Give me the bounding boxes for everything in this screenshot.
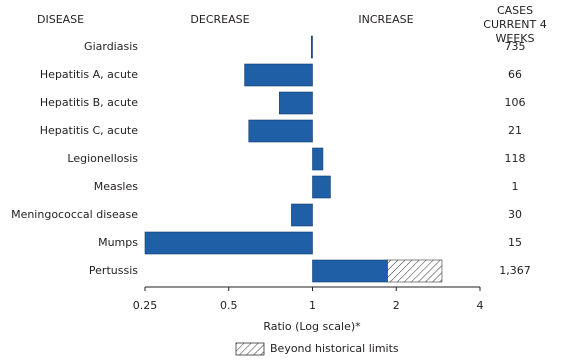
- bar: [279, 91, 313, 115]
- x-tick-label: 0.5: [220, 299, 238, 312]
- bar: [312, 259, 388, 283]
- category-label: Legionellosis: [67, 152, 138, 165]
- bar: [244, 63, 313, 87]
- header-decrease: DECREASE: [190, 13, 249, 26]
- x-tick-label: 0.25: [133, 299, 158, 312]
- x-tick-label: 2: [393, 299, 400, 312]
- cases-value: 30: [508, 208, 522, 221]
- x-tick-label: 4: [477, 299, 484, 312]
- category-label: Measles: [94, 180, 139, 193]
- bar: [312, 147, 324, 171]
- cases-value: 106: [505, 96, 526, 109]
- x-axis-label: Ratio (Log scale)*: [263, 320, 361, 333]
- beyond-limits-bar: [387, 259, 443, 283]
- category-label: Meningococcal disease: [11, 208, 138, 221]
- header-increase: INCREASE: [358, 13, 413, 26]
- legend-label: Beyond historical limits: [270, 342, 399, 355]
- category-label: Hepatitis C, acute: [40, 124, 138, 137]
- bar: [248, 119, 313, 143]
- bar: [144, 231, 313, 255]
- bar: [312, 175, 331, 199]
- category-label: Pertussis: [89, 264, 138, 277]
- bar: [310, 35, 313, 59]
- category-label: Hepatitis B, acute: [40, 96, 138, 109]
- category-label: Giardiasis: [84, 40, 138, 53]
- cases-value: 66: [508, 68, 522, 81]
- category-label: Mumps: [98, 236, 138, 249]
- x-tick-label: 1: [309, 299, 316, 312]
- header-disease: DISEASE: [37, 13, 84, 26]
- cases-value: 21: [508, 124, 522, 137]
- bar: [291, 203, 313, 227]
- cases-title: CASES CURRENT 4 WEEKS: [483, 4, 547, 45]
- cases-value: 15: [508, 236, 522, 249]
- cases-value: 1: [512, 180, 519, 193]
- category-label: Hepatitis A, acute: [40, 68, 138, 81]
- cases-value: 735: [505, 40, 526, 53]
- legend-swatch: [235, 342, 265, 356]
- cases-value: 1,367: [499, 264, 531, 277]
- cases-value: 118: [505, 152, 526, 165]
